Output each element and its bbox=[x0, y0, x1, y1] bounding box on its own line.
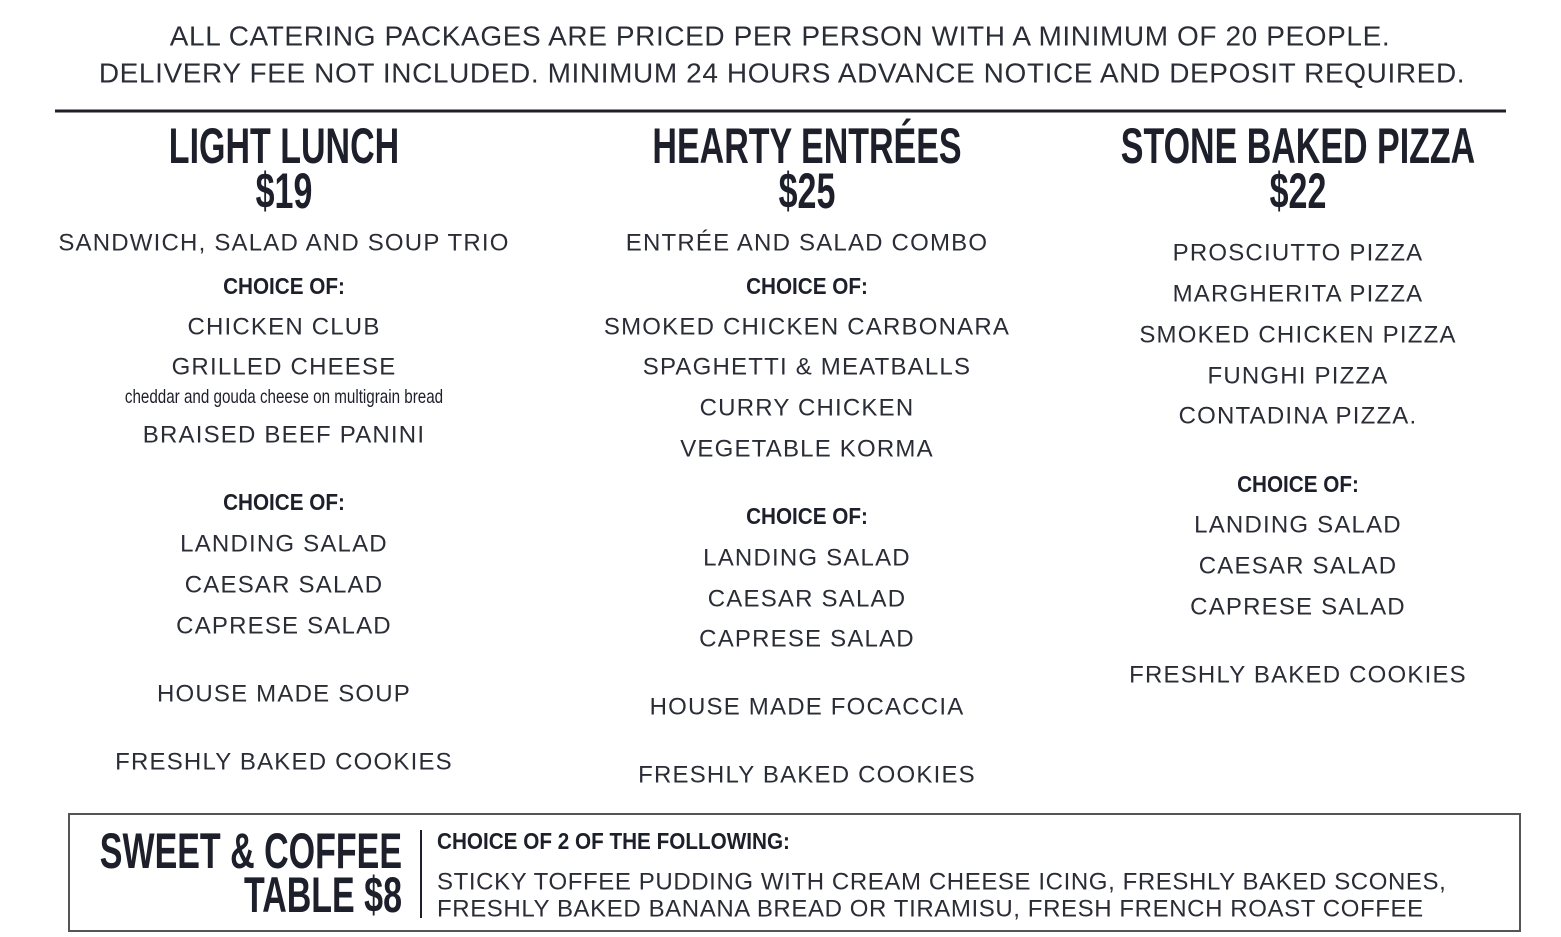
footer-title: TABLE $8 bbox=[244, 868, 402, 924]
choice-label: CHOICE OF: bbox=[1237, 471, 1359, 497]
menu-item: CAPRESE SALAD bbox=[176, 612, 392, 639]
footer-box bbox=[68, 813, 1521, 932]
choice-label: CHOICE OF: bbox=[746, 503, 868, 529]
menu-item: FRESHLY BAKED COOKIES bbox=[1129, 661, 1467, 688]
menu-item: VEGETABLE KORMA bbox=[680, 435, 934, 462]
menu-item: SPAGHETTI & MEATBALLS bbox=[643, 353, 971, 380]
menu-item: LANDING SALAD bbox=[1194, 511, 1402, 538]
menu-item: SMOKED CHICKEN CARBONARA bbox=[604, 313, 1010, 340]
menu-item: CHICKEN CLUB bbox=[187, 313, 380, 340]
menu-item: GRILLED CHEESE bbox=[172, 353, 397, 380]
header-line: DELIVERY FEE NOT INCLUDED. MINIMUM 24 HO… bbox=[99, 57, 1465, 88]
menu-item: LANDING SALAD bbox=[703, 544, 911, 571]
menu-item: CAPRESE SALAD bbox=[1190, 593, 1406, 620]
menu-item: CAESAR SALAD bbox=[185, 571, 383, 598]
menu-item: HOUSE MADE SOUP bbox=[157, 680, 411, 707]
column-price: $25 bbox=[779, 164, 836, 220]
choice-label: CHOICE OF: bbox=[223, 273, 345, 299]
footer-choice: CHOICE OF 2 OF THE FOLLOWING: bbox=[437, 828, 790, 854]
item-note: cheddar and gouda cheese on multigrain b… bbox=[125, 385, 443, 407]
column-title: STONE BAKED PIZZA bbox=[1121, 119, 1475, 175]
menu-item: CAESAR SALAD bbox=[708, 585, 906, 612]
menu-item: PROSCIUTTO PIZZA bbox=[1173, 239, 1424, 266]
column-title: LIGHT LUNCH bbox=[169, 119, 399, 175]
menu-item: SANDWICH, SALAD AND SOUP TRIO bbox=[58, 229, 509, 256]
column-price: $22 bbox=[1270, 164, 1327, 220]
menu-item: FRESHLY BAKED COOKIES bbox=[115, 748, 453, 775]
menu-item: FRESHLY BAKED COOKIES bbox=[638, 761, 976, 788]
menu-item: CURRY CHICKEN bbox=[700, 394, 915, 421]
menu-item: CONTADINA PIZZA. bbox=[1179, 402, 1418, 429]
column-price: $19 bbox=[256, 164, 313, 220]
menu-item: LANDING SALAD bbox=[180, 530, 388, 557]
footer-line: STICKY TOFFEE PUDDING WITH CREAM CHEESE … bbox=[437, 868, 1446, 895]
footer-line: FRESHLY BAKED BANANA BREAD OR TIRAMISU, … bbox=[437, 895, 1424, 922]
choice-label: CHOICE OF: bbox=[223, 489, 345, 515]
choice-label: CHOICE OF: bbox=[746, 273, 868, 299]
column-title: HEARTY ENTRÉES bbox=[652, 119, 961, 175]
header-line: ALL CATERING PACKAGES ARE PRICED PER PER… bbox=[170, 20, 1391, 51]
menu-item: BRAISED BEEF PANINI bbox=[143, 421, 425, 448]
menu-item: MARGHERITA PIZZA bbox=[1173, 280, 1424, 307]
menu-item: CAESAR SALAD bbox=[1199, 552, 1397, 579]
menu-item: SMOKED CHICKEN PIZZA bbox=[1139, 321, 1456, 348]
menu-item: HOUSE MADE FOCACCIA bbox=[650, 693, 965, 720]
menu-item: ENTRÉE AND SALAD COMBO bbox=[626, 229, 988, 256]
menu-item: CAPRESE SALAD bbox=[699, 625, 915, 652]
footer-title: SWEET & COFFEE bbox=[100, 824, 402, 880]
menu-item: FUNGHI PIZZA bbox=[1207, 362, 1388, 389]
